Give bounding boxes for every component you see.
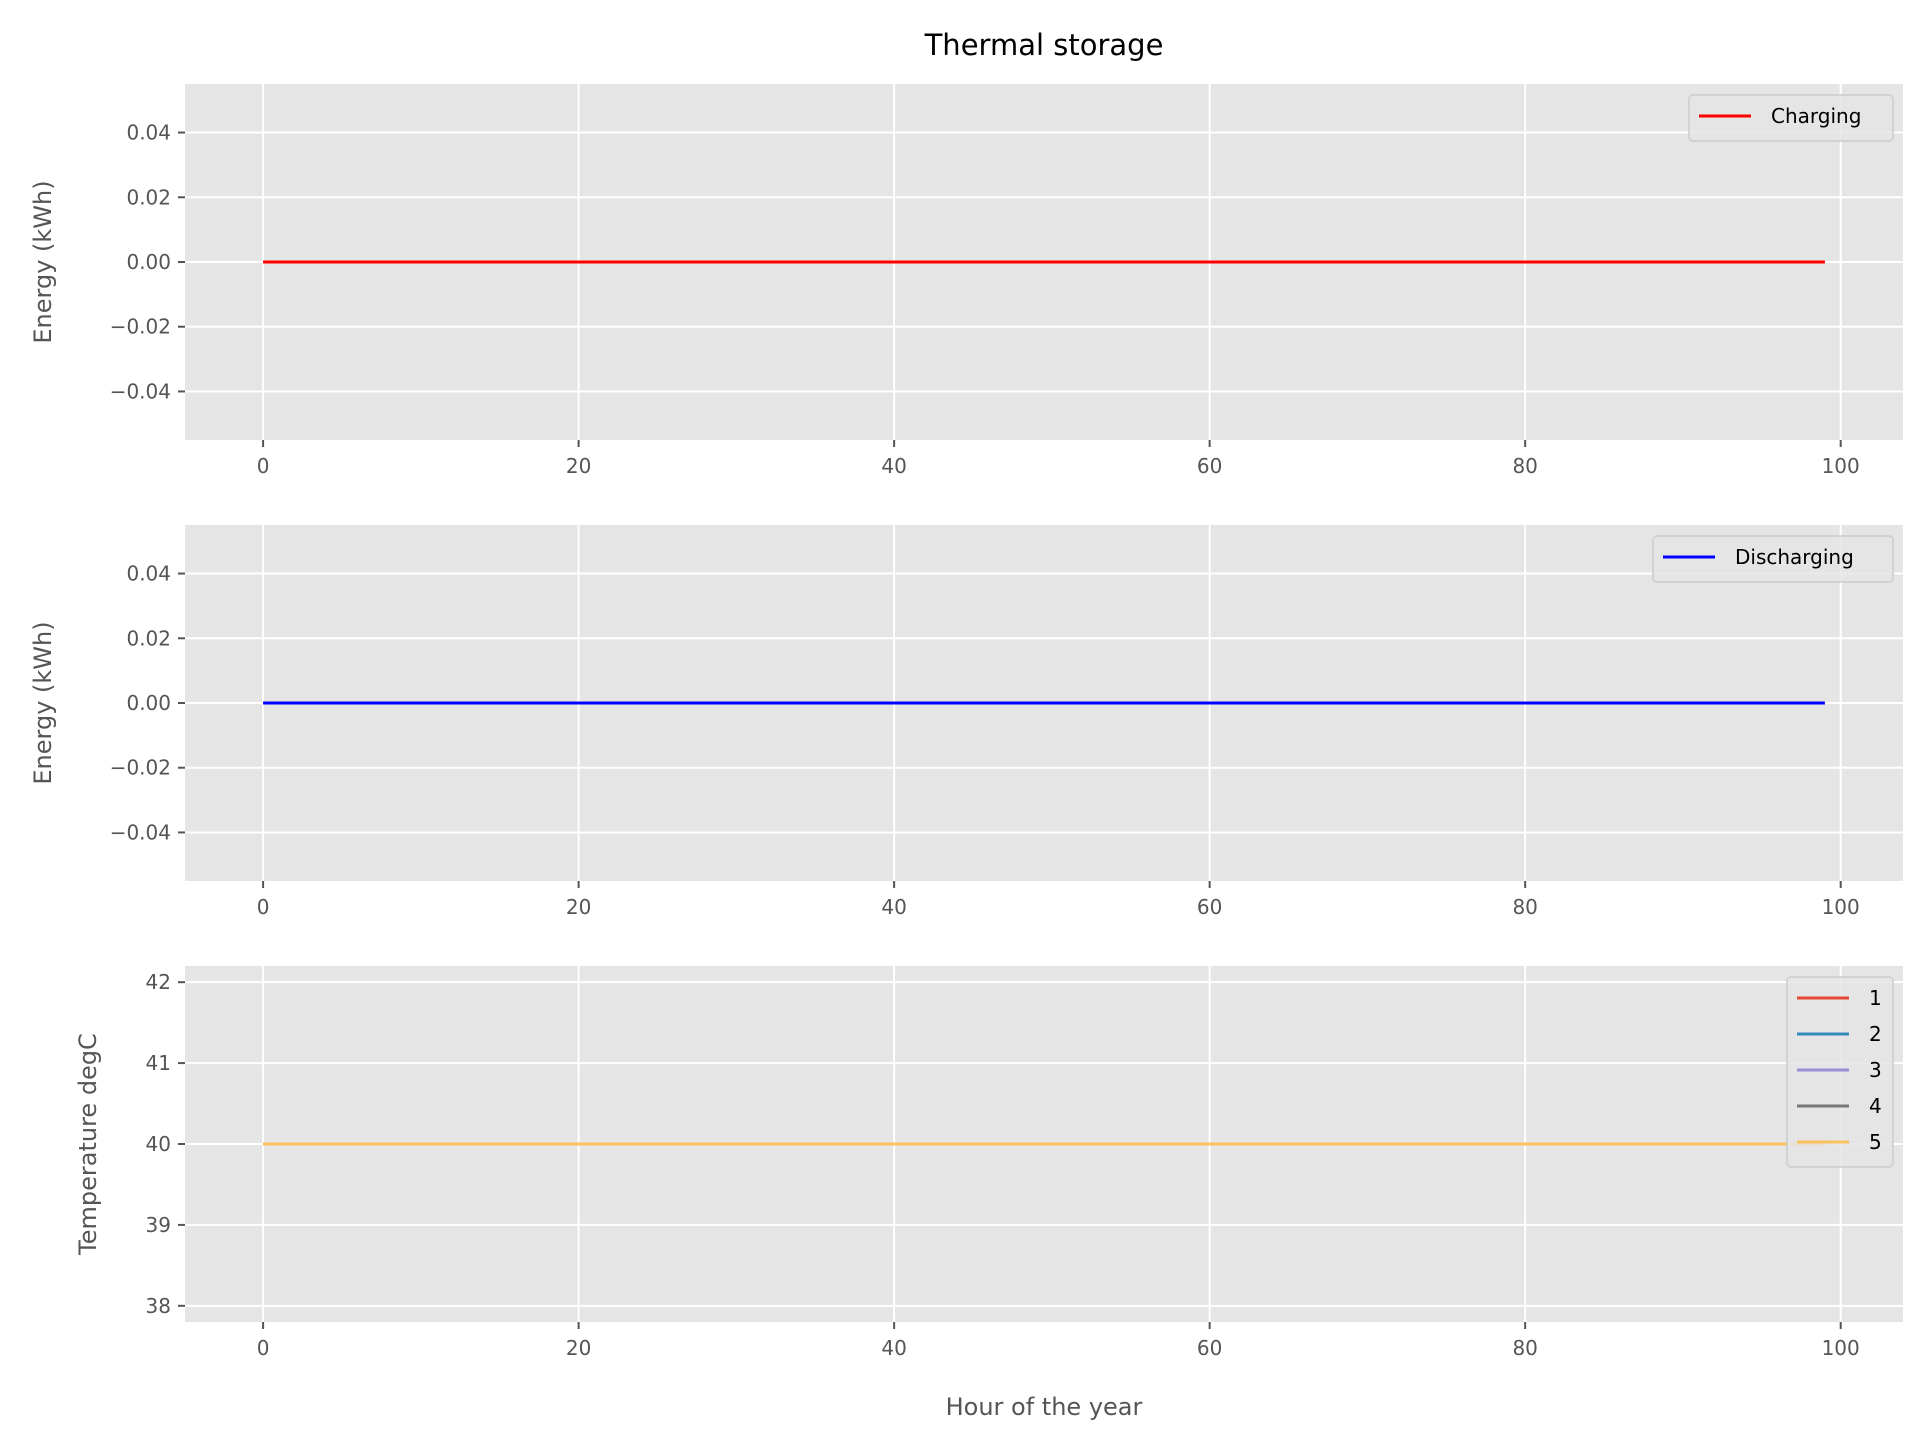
y-tick-label: 40 — [146, 1132, 171, 1156]
y-tick-label: 0.02 — [126, 185, 171, 209]
legend-label: 5 — [1869, 1130, 1882, 1154]
y-tick-label: −0.04 — [110, 820, 171, 844]
x-axis-label: Hour of the year — [946, 1393, 1143, 1421]
subplot-2: 0 20 40 60 80 100 −0.04 −0.02 0.00 0.02 0.04 Energy… — [29, 525, 1903, 919]
x-tick-label: 60 — [1197, 895, 1222, 919]
subplot-3: 0 20 40 60 80 100 38 39 40 41 42 Temperature degC 1 2… — [74, 966, 1903, 1360]
y-axis-label: Energy (kWh) — [29, 180, 57, 343]
x-tick-label: 0 — [257, 895, 270, 919]
x-tick-label: 80 — [1512, 1336, 1537, 1360]
x-tick-label: 20 — [566, 895, 591, 919]
subplot-1: 0 20 40 60 80 100 −0.04 −0.02 0.00 0.02 0.04 Energy… — [29, 84, 1903, 478]
y-tick-label: −0.02 — [110, 315, 171, 339]
y-tick-label: 39 — [146, 1213, 171, 1237]
legend-box — [1652, 535, 1894, 583]
x-tick-label: 20 — [566, 454, 591, 478]
legend: Discharging — [1652, 535, 1894, 583]
y-tick-label: 0.04 — [126, 121, 171, 145]
x-tick-label: 60 — [1197, 1336, 1222, 1360]
figure-title: Thermal storage — [924, 28, 1164, 62]
y-tick-label: 0.00 — [126, 250, 171, 274]
x-tick-label: 80 — [1512, 895, 1537, 919]
legend-label: 1 — [1869, 986, 1882, 1010]
legend-label: 4 — [1869, 1094, 1882, 1118]
y-axis-label: Energy (kWh) — [29, 621, 57, 784]
legend: Charging — [1688, 94, 1894, 142]
y-tick-label: −0.04 — [110, 379, 171, 403]
legend-box — [1786, 976, 1894, 1168]
y-tick-label: 0.00 — [126, 691, 171, 715]
y-tick-label: 0.04 — [126, 562, 171, 586]
x-tick-label: 80 — [1512, 454, 1537, 478]
y-tick-label: 0.02 — [126, 626, 171, 650]
legend-label: 3 — [1869, 1058, 1882, 1082]
x-tick-label: 60 — [1197, 454, 1222, 478]
legend-label: Discharging — [1735, 545, 1854, 569]
y-tick-label: 42 — [146, 970, 171, 994]
legend: 1 2 3 4 5 — [1786, 976, 1894, 1168]
x-tick-label: 100 — [1822, 895, 1860, 919]
x-tick-label: 40 — [881, 454, 906, 478]
legend-box — [1688, 94, 1894, 142]
x-tick-label: 100 — [1822, 1336, 1860, 1360]
x-tick-label: 20 — [566, 1336, 591, 1360]
x-tick-label: 100 — [1822, 454, 1860, 478]
y-tick-label: −0.02 — [110, 756, 171, 780]
x-tick-label: 0 — [257, 1336, 270, 1360]
legend-label: 2 — [1869, 1022, 1882, 1046]
legend-label: Charging — [1771, 104, 1861, 128]
y-axis-label: Temperature degC — [74, 1033, 102, 1256]
x-tick-label: 0 — [257, 454, 270, 478]
x-tick-label: 40 — [881, 1336, 906, 1360]
x-tick-label: 40 — [881, 895, 906, 919]
y-tick-label: 38 — [146, 1294, 171, 1318]
subplots: 0 20 40 60 80 100−0.04−0.020.000.020.04Energy… — [29, 84, 1903, 1360]
y-tick-label: 41 — [146, 1051, 171, 1075]
